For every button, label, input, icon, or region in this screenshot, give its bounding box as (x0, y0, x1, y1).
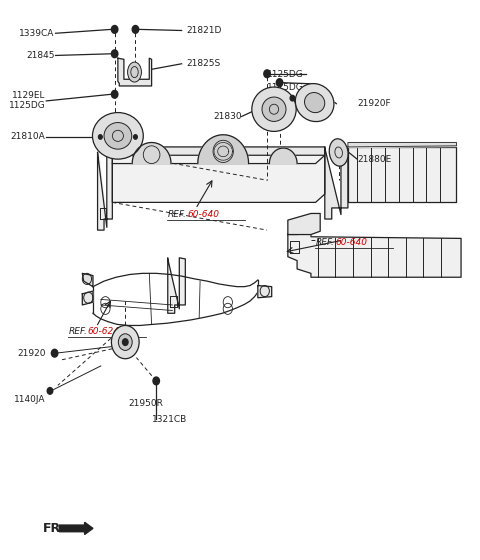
Circle shape (111, 26, 118, 33)
Text: 1339CA: 1339CA (19, 29, 55, 38)
Circle shape (153, 377, 159, 385)
Circle shape (290, 95, 295, 101)
Text: 21880E: 21880E (357, 155, 391, 164)
Text: 1129EL: 1129EL (12, 91, 46, 100)
Polygon shape (82, 273, 93, 287)
Ellipse shape (93, 113, 144, 159)
Text: 60-640: 60-640 (335, 238, 367, 247)
Polygon shape (288, 233, 461, 277)
Text: 60-640: 60-640 (187, 210, 219, 219)
Circle shape (264, 70, 270, 78)
Text: 21821D: 21821D (186, 26, 222, 35)
Ellipse shape (111, 325, 139, 359)
Polygon shape (97, 152, 112, 230)
Text: FR.: FR. (43, 522, 66, 535)
Ellipse shape (295, 83, 334, 122)
Circle shape (111, 90, 118, 98)
Circle shape (122, 339, 128, 346)
Circle shape (132, 26, 139, 33)
Circle shape (47, 388, 53, 394)
Ellipse shape (329, 139, 348, 166)
Text: 60-624: 60-624 (88, 326, 120, 335)
Polygon shape (258, 286, 272, 298)
Polygon shape (112, 147, 325, 164)
Ellipse shape (262, 97, 286, 122)
Polygon shape (348, 147, 456, 202)
FancyArrow shape (59, 522, 93, 534)
Text: 21920: 21920 (17, 349, 46, 358)
Text: 1125DG: 1125DG (267, 71, 304, 80)
Circle shape (98, 135, 102, 139)
Ellipse shape (96, 133, 105, 141)
Polygon shape (82, 291, 93, 305)
Ellipse shape (119, 334, 132, 351)
Ellipse shape (287, 106, 294, 113)
Text: REF.: REF. (168, 210, 187, 219)
Text: 1125DG: 1125DG (9, 101, 46, 110)
Polygon shape (288, 213, 320, 235)
Circle shape (276, 79, 283, 86)
Polygon shape (325, 147, 348, 219)
Circle shape (51, 349, 58, 357)
Text: 21830: 21830 (213, 112, 241, 121)
Text: 1140JA: 1140JA (14, 395, 46, 404)
Text: REF.: REF. (315, 238, 335, 247)
Text: 21920F: 21920F (357, 99, 391, 108)
Ellipse shape (252, 87, 296, 132)
Polygon shape (112, 155, 325, 202)
Text: 1125DG: 1125DG (267, 82, 304, 91)
Text: 21810A: 21810A (11, 133, 46, 142)
Polygon shape (269, 148, 297, 164)
Circle shape (111, 50, 118, 58)
Text: 21950R: 21950R (129, 399, 163, 408)
Ellipse shape (254, 106, 262, 113)
Circle shape (133, 135, 137, 139)
Text: 21825S: 21825S (186, 59, 220, 68)
Polygon shape (168, 258, 185, 313)
Polygon shape (118, 58, 152, 86)
Polygon shape (348, 142, 456, 147)
Polygon shape (198, 135, 249, 164)
Ellipse shape (128, 62, 142, 82)
Text: REF.: REF. (69, 326, 87, 335)
Ellipse shape (104, 123, 132, 149)
Text: 21845: 21845 (26, 51, 55, 60)
Polygon shape (132, 142, 171, 164)
Text: 1321CB: 1321CB (152, 415, 187, 424)
Ellipse shape (304, 92, 325, 113)
Ellipse shape (131, 133, 140, 141)
